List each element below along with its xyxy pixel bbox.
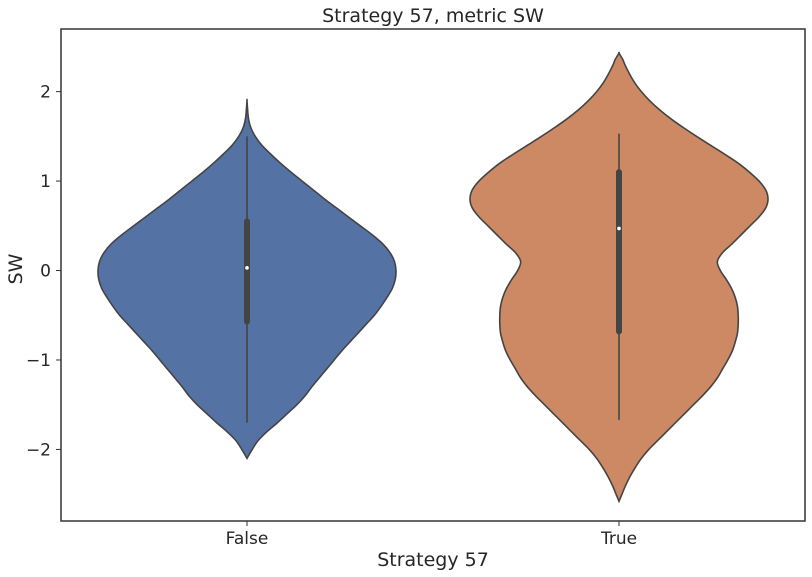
y-tick-label: −2 [26, 440, 51, 460]
violin-true [469, 51, 769, 504]
x-tick-label-false: False [226, 529, 269, 549]
x-axis-label: Strategy 57 [377, 549, 489, 571]
y-tick-label: −1 [26, 351, 51, 371]
y-axis: −2 −1 0 1 2 [26, 83, 61, 460]
y-tick-label: 1 [40, 172, 51, 192]
y-tick-label: 0 [40, 262, 51, 282]
violin-false [97, 98, 397, 460]
violin-median-true [617, 226, 621, 231]
y-tick-label: 2 [40, 83, 51, 103]
x-tick-label-true: True [600, 529, 637, 549]
chart-title: Strategy 57, metric SW [322, 5, 544, 27]
x-axis: False True [226, 521, 637, 549]
violin-median-false [245, 266, 249, 270]
y-axis-label: SW [5, 253, 27, 284]
plot-frame [60, 28, 806, 522]
violins-layer [97, 51, 769, 504]
